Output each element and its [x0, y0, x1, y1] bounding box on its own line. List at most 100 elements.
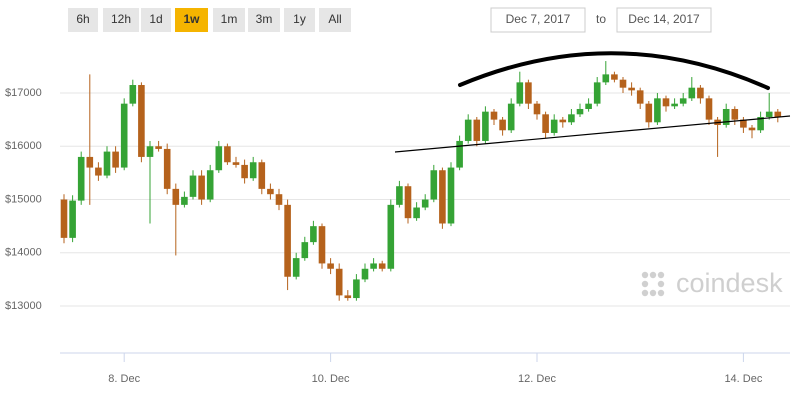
candle-body	[172, 188, 180, 205]
candle-body	[301, 242, 309, 259]
candle-body	[645, 103, 653, 123]
range-button[interactable]	[213, 8, 245, 32]
range-button[interactable]	[68, 8, 98, 32]
range-button-label[interactable]: 1w	[183, 12, 200, 26]
date-to[interactable]: Dec 14, 2017	[628, 12, 700, 26]
candle-body	[413, 207, 420, 219]
candle-body	[765, 111, 773, 117]
x-tick-label: 12. Dec	[518, 373, 556, 385]
candle-body	[318, 226, 326, 264]
candle-body	[163, 148, 171, 189]
candle-body	[206, 170, 214, 200]
range-button[interactable]	[103, 8, 139, 32]
range-button-label[interactable]: 1y	[293, 12, 306, 26]
candle-body	[748, 127, 756, 131]
candle-body	[447, 167, 455, 224]
date-to-box[interactable]	[616, 7, 712, 33]
candle-body	[533, 103, 541, 115]
candle-body	[112, 151, 119, 168]
range-button-label[interactable]: 12h	[111, 12, 131, 26]
candle-body	[189, 175, 197, 197]
candle-body	[568, 114, 575, 123]
candle-body	[740, 119, 747, 128]
candle-body	[387, 204, 395, 269]
y-tick-label: $13000	[5, 300, 42, 312]
candle-body	[396, 186, 403, 205]
date-from[interactable]: Dec 7, 2017	[506, 12, 571, 26]
candle-body	[602, 74, 610, 83]
candle-body	[464, 119, 472, 141]
candle-body	[370, 263, 377, 269]
candle-body	[404, 186, 412, 219]
candle-body	[774, 111, 782, 117]
candle-body	[542, 114, 549, 133]
candle-body	[86, 156, 94, 168]
candle-body	[611, 74, 618, 80]
range-button-label[interactable]: 1d	[149, 12, 162, 26]
candle-body	[516, 82, 524, 104]
candle-body	[155, 146, 162, 149]
y-tick-label: $15000	[5, 193, 42, 205]
range-button-label[interactable]: 3m	[256, 12, 273, 26]
y-tick-label: $14000	[5, 247, 42, 259]
candle-body	[224, 146, 231, 163]
candle-body	[335, 268, 343, 296]
candle-body	[120, 103, 128, 168]
candle-body	[697, 87, 704, 99]
candle-body	[181, 196, 188, 205]
candle-body	[275, 194, 283, 205]
candle-body	[671, 103, 678, 107]
x-tick-label: 8. Dec	[108, 373, 140, 385]
range-button-label[interactable]: 6h	[76, 12, 89, 26]
range-button[interactable]	[141, 8, 171, 32]
candle-body	[353, 279, 360, 299]
candle-body	[198, 175, 205, 200]
range-button[interactable]	[248, 8, 280, 32]
candle-body	[69, 200, 76, 238]
candle-body	[499, 119, 506, 131]
candle-body	[636, 90, 644, 104]
candle-body	[722, 108, 730, 125]
candle-body	[249, 162, 257, 179]
candle-body	[731, 108, 739, 120]
range-button[interactable]	[319, 8, 351, 32]
candle-body	[60, 199, 68, 238]
candle-body	[654, 98, 661, 123]
date-from-box[interactable]	[490, 7, 586, 33]
candle-body	[473, 119, 481, 141]
candle-body	[525, 82, 532, 104]
y-tick-label: $17000	[5, 87, 42, 99]
candle-body	[439, 170, 446, 224]
candle-body	[430, 170, 438, 200]
candle-body	[232, 162, 240, 165]
candle-body	[456, 140, 463, 168]
candle-body	[593, 82, 601, 104]
candle-body	[585, 103, 592, 109]
candle-body	[361, 268, 369, 280]
annotation-trendline	[394, 115, 791, 153]
candle-body	[129, 85, 137, 104]
range-button-label[interactable]: 1m	[221, 12, 238, 26]
range-button[interactable]	[175, 8, 208, 32]
candle-body	[559, 119, 567, 123]
candle-body	[705, 98, 713, 120]
candle-body	[628, 87, 635, 91]
candle-body	[327, 263, 334, 269]
range-button-label[interactable]: All	[328, 12, 341, 26]
candle-body	[490, 111, 498, 120]
candle-body	[310, 226, 317, 243]
candle-body	[378, 263, 386, 269]
candle-body	[344, 295, 352, 299]
annotation-arc	[458, 51, 770, 90]
candle-body	[662, 98, 670, 107]
candle-body	[138, 85, 145, 157]
range-button[interactable]	[284, 8, 315, 32]
candle-body	[421, 199, 429, 208]
candle-body	[103, 151, 111, 176]
watermark: coindesk	[676, 268, 783, 298]
candle-body	[619, 79, 627, 88]
candle-body	[146, 146, 154, 157]
candle-body	[284, 204, 291, 277]
